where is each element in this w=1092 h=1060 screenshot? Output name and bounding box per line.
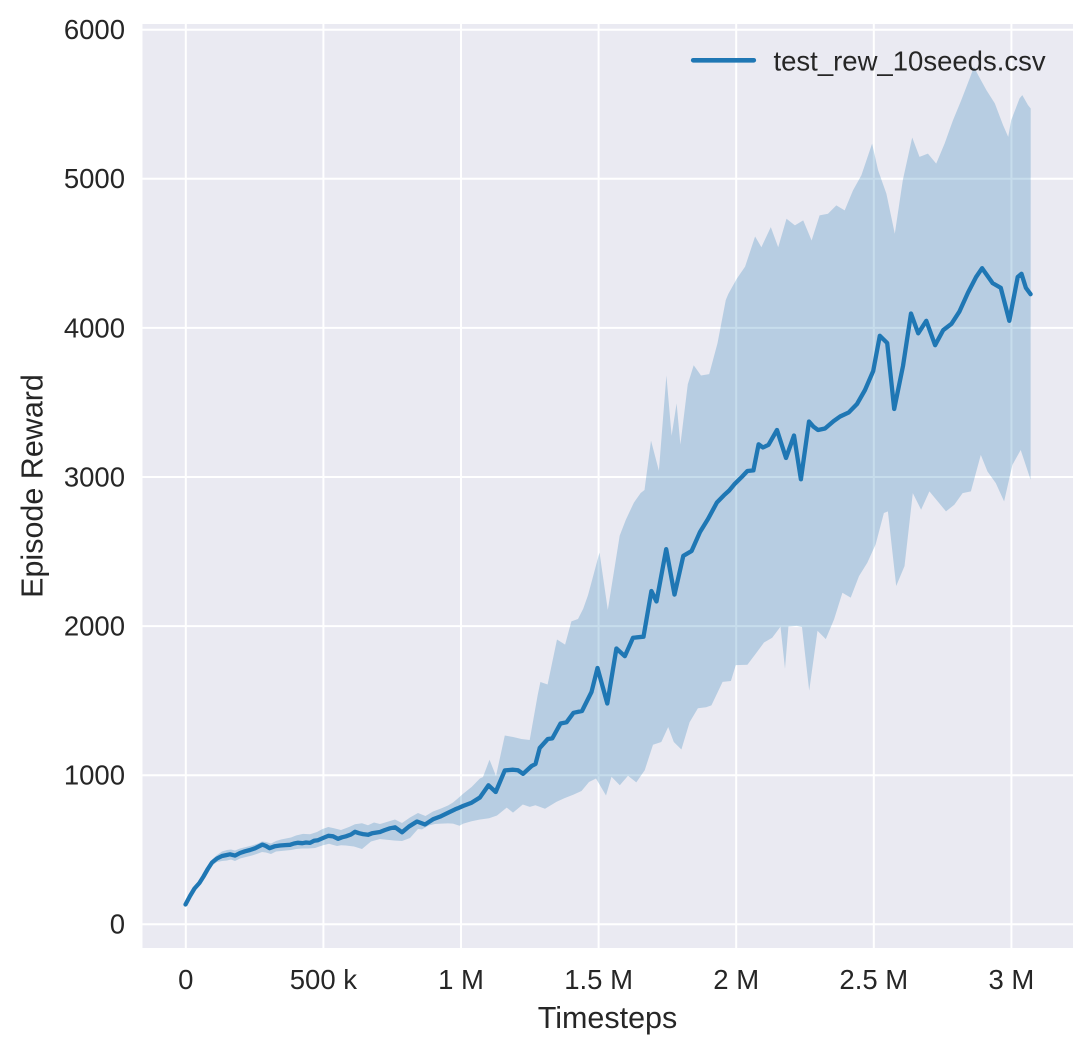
svg-text:Timesteps: Timesteps [538,1001,678,1035]
svg-text:3000: 3000 [64,461,125,492]
svg-text:2.5 M: 2.5 M [839,964,908,995]
svg-text:test_rew_10seeds.csv: test_rew_10seeds.csv [774,45,1046,76]
svg-text:1.5 M: 1.5 M [564,964,633,995]
svg-text:3 M: 3 M [988,964,1034,995]
svg-text:500 k: 500 k [290,964,358,995]
svg-text:Episode Reward: Episode Reward [16,374,50,598]
svg-text:6000: 6000 [64,14,125,45]
svg-text:2000: 2000 [64,611,125,642]
svg-text:1 M: 1 M [438,964,484,995]
svg-text:5000: 5000 [64,163,125,194]
svg-text:2 M: 2 M [713,964,759,995]
svg-text:0: 0 [178,964,193,995]
svg-text:0: 0 [110,909,125,940]
svg-text:4000: 4000 [64,312,125,343]
svg-text:1000: 1000 [64,760,125,791]
